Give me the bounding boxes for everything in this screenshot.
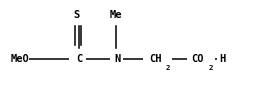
Text: MeO: MeO [11,54,30,64]
Text: N: N [114,54,120,64]
Text: C: C [76,54,83,64]
Text: CO: CO [192,54,204,64]
Text: CH: CH [149,54,162,64]
Text: H: H [219,54,225,64]
Text: S: S [74,10,80,20]
Text: 2: 2 [208,65,213,71]
Text: 2: 2 [166,65,170,71]
Text: Me: Me [110,10,122,20]
